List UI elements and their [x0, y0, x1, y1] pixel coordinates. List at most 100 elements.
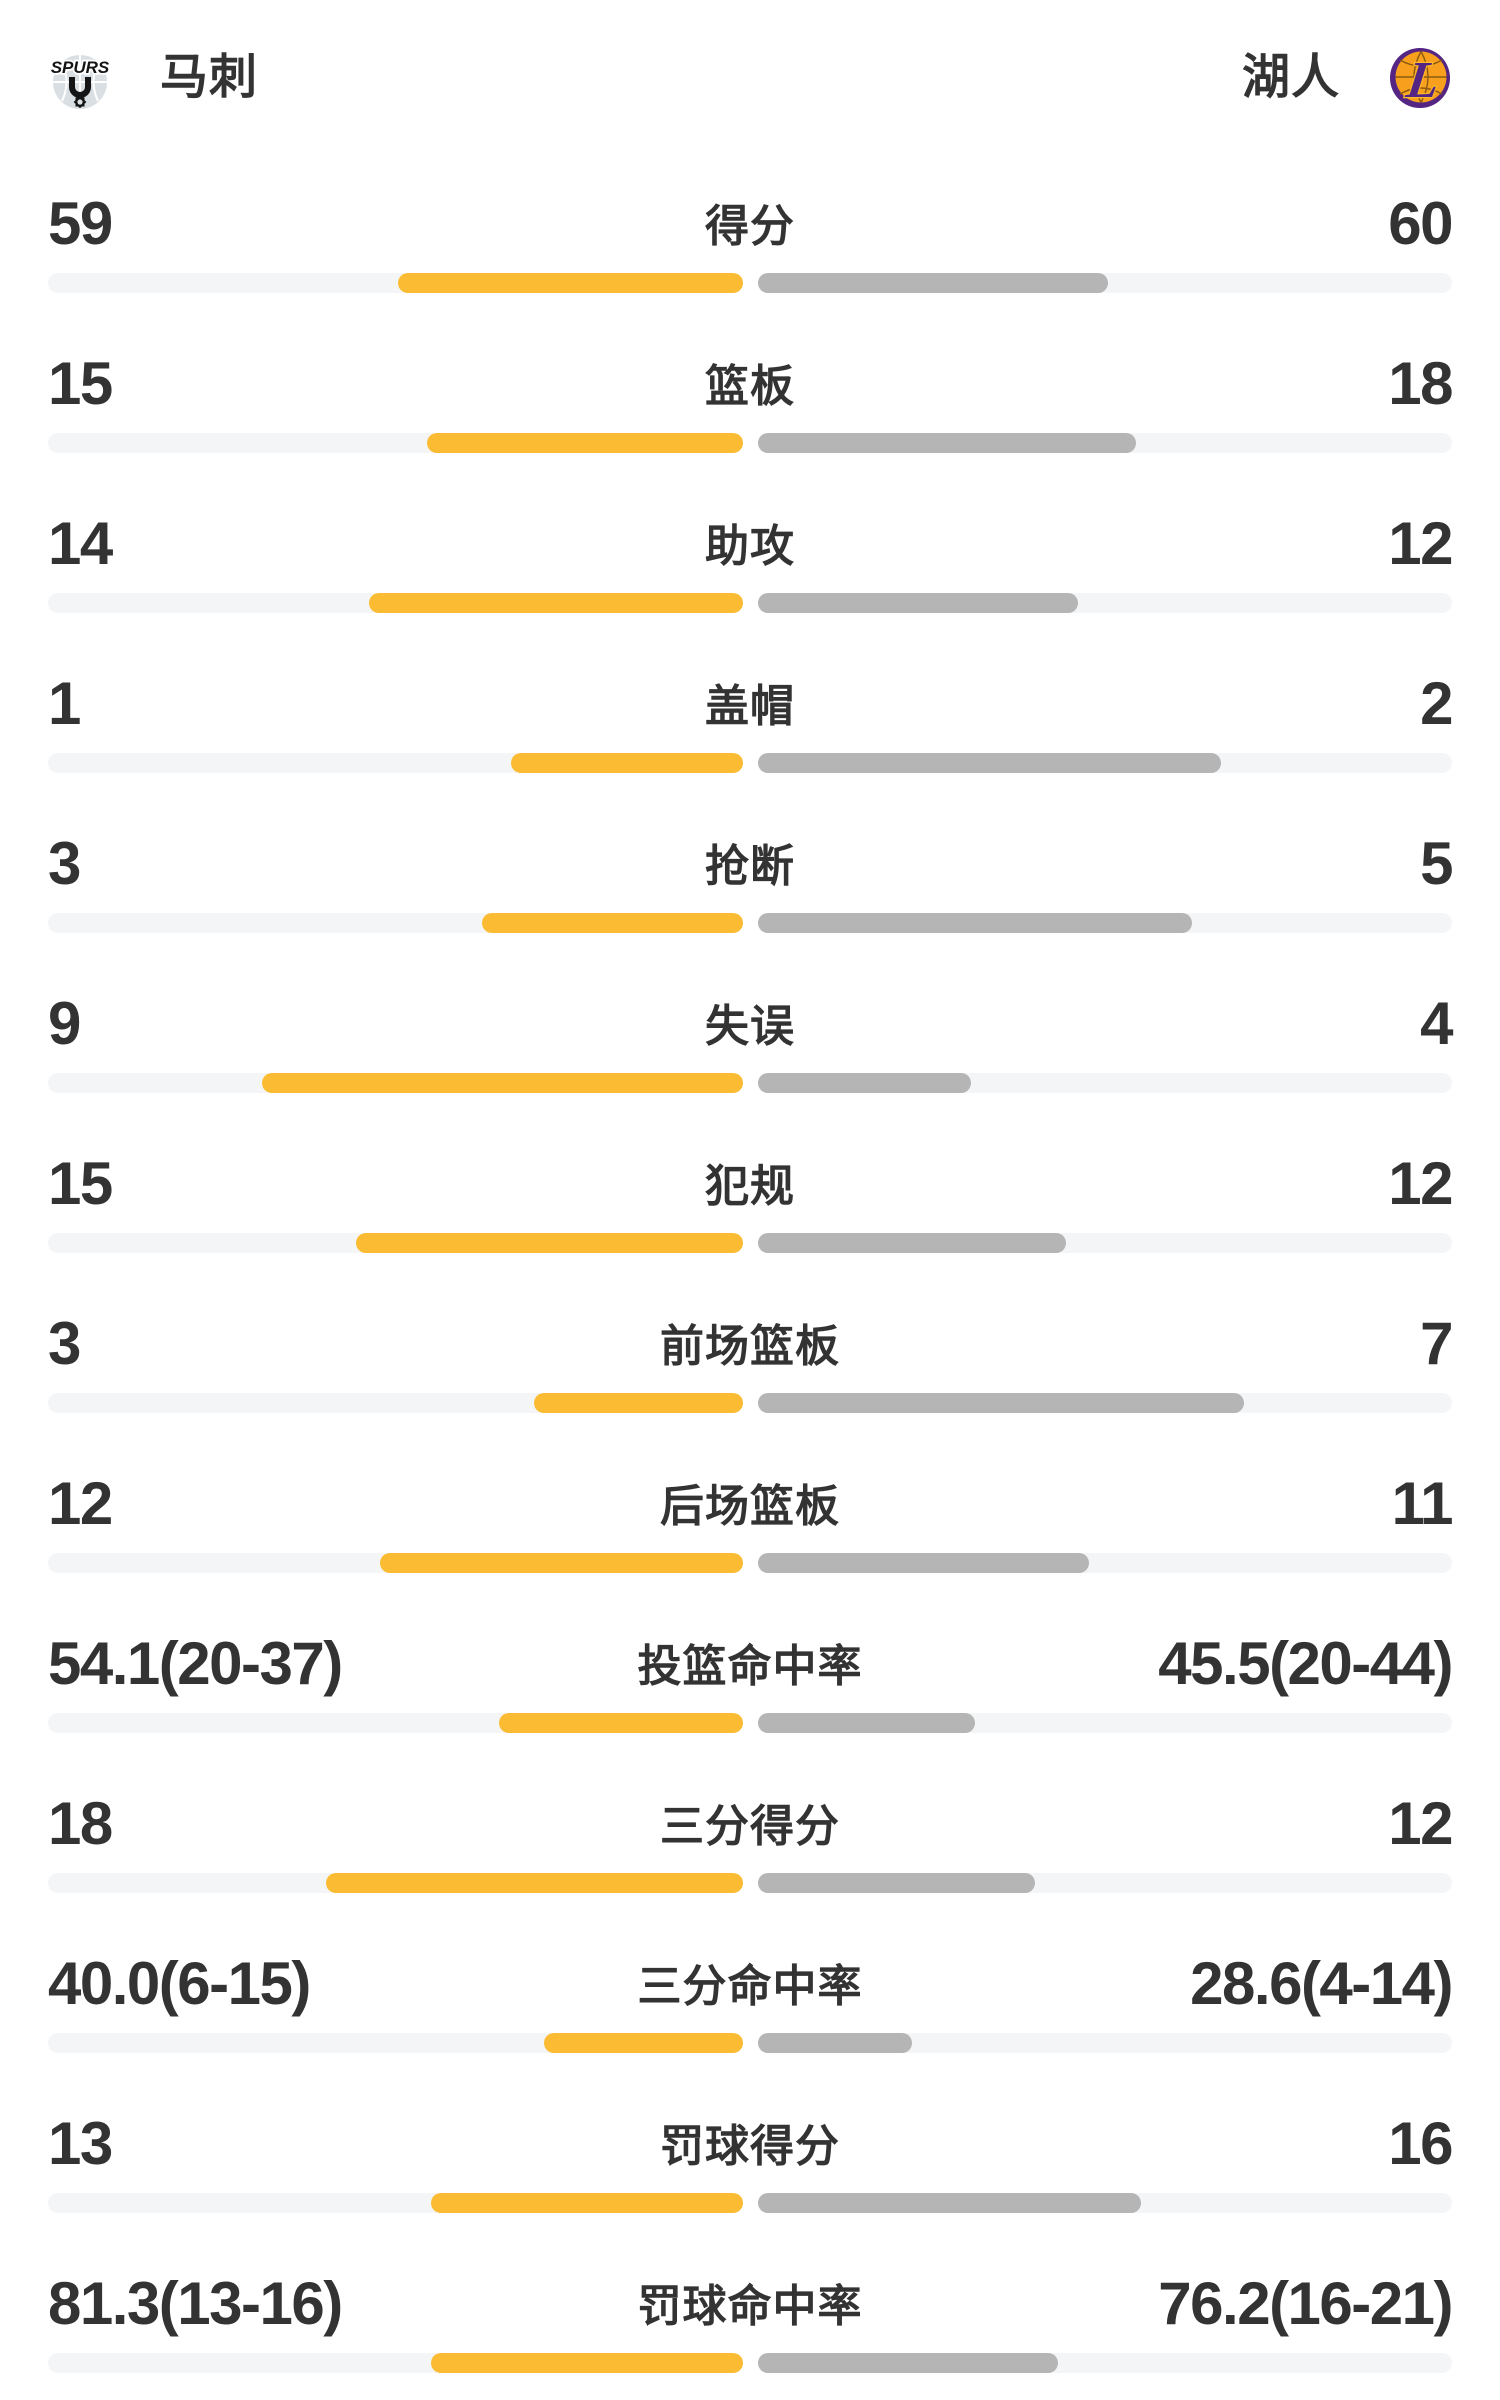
stat-row: 59 得分 60 — [48, 180, 1453, 340]
stat-label: 盖帽 — [705, 682, 795, 731]
away-bar-track — [757, 1393, 1452, 1413]
home-bar-track — [48, 593, 743, 613]
away-value: 16 — [1388, 2110, 1453, 2177]
stat-label: 得分 — [705, 202, 795, 251]
away-bar-fill — [757, 273, 1108, 293]
stat-label: 罚球得分 — [660, 2122, 840, 2171]
stat-bars — [48, 913, 1452, 933]
home-value: 18 — [48, 1790, 113, 1857]
stat-row: 15 犯规 12 — [48, 1140, 1453, 1300]
home-bar-track — [48, 1553, 743, 1573]
home-bar-fill — [426, 433, 743, 453]
away-bar-fill — [757, 593, 1079, 613]
stat-label: 前场篮板 — [660, 1322, 840, 1371]
home-bar-fill — [398, 273, 743, 293]
home-bar-track — [48, 1073, 743, 1093]
stat-bars — [48, 1393, 1452, 1413]
away-bar-track — [757, 1713, 1452, 1733]
home-bar-fill — [368, 593, 743, 613]
spurs-logo-icon: SPURS — [48, 46, 112, 110]
stat-bars — [48, 1073, 1452, 1093]
away-bar-fill — [757, 2353, 1058, 2373]
away-bar-fill — [757, 1393, 1244, 1413]
home-value: 59 — [48, 190, 113, 257]
stat-label: 投篮命中率 — [637, 1642, 863, 1691]
away-value: 76.2(16-21) — [1158, 2270, 1453, 2337]
away-value: 7 — [1420, 1310, 1453, 1377]
stat-row: 3 抢断 5 — [48, 820, 1453, 980]
away-value: 45.5(20-44) — [1158, 1630, 1453, 1697]
home-bar-track — [48, 2033, 743, 2053]
away-bar-track — [757, 1073, 1452, 1093]
away-bar-track — [757, 1873, 1452, 1893]
home-team: SPURS 马刺 — [48, 46, 258, 110]
home-team-name: 马刺 — [160, 51, 259, 104]
home-value: 12 — [48, 1470, 113, 1537]
stat-row: 1 盖帽 2 — [48, 660, 1453, 820]
home-bar-fill — [379, 1553, 743, 1573]
away-value: 12 — [1388, 1790, 1453, 1857]
lakers-logo-icon: L — [1388, 46, 1452, 110]
stat-bars — [48, 2353, 1452, 2373]
stats-rows: 59 得分 60 15 篮板 18 — [0, 180, 1500, 2400]
home-bar-track — [48, 913, 743, 933]
stat-bars — [48, 2193, 1452, 2213]
stat-bars — [48, 433, 1452, 453]
away-value: 5 — [1420, 830, 1453, 897]
match-header: SPURS 马刺 湖人 L — [0, 0, 1500, 110]
home-value: 81.3(13-16) — [48, 2270, 343, 2337]
home-bar-fill — [534, 1393, 743, 1413]
stat-bars — [48, 753, 1452, 773]
stat-row: 54.1(20-37) 投篮命中率 45.5(20-44) — [48, 1620, 1453, 1780]
stat-row: 40.0(6-15) 三分命中率 28.6(4-14) — [48, 1940, 1453, 2100]
away-bar-track — [757, 433, 1452, 453]
home-bar-fill — [325, 1873, 743, 1893]
stat-bars — [48, 1553, 1452, 1573]
stat-bars — [48, 2033, 1452, 2053]
stat-bars — [48, 1233, 1452, 1253]
away-bar-track — [757, 1553, 1452, 1573]
home-bar-fill — [482, 913, 743, 933]
away-bar-fill — [757, 913, 1192, 933]
home-bar-track — [48, 1233, 743, 1253]
away-bar-track — [757, 2353, 1452, 2373]
stat-label: 三分得分 — [660, 1802, 840, 1851]
away-bar-fill — [757, 2193, 1141, 2213]
stat-label: 罚球命中率 — [637, 2282, 863, 2331]
home-bar-track — [48, 433, 743, 453]
stat-label: 失误 — [705, 1002, 795, 1051]
home-bar-fill — [356, 1233, 743, 1253]
stat-row: 3 前场篮板 7 — [48, 1300, 1453, 1460]
stat-label: 后场篮板 — [660, 1482, 840, 1531]
away-bar-fill — [757, 1873, 1036, 1893]
away-bar-track — [757, 2193, 1452, 2213]
stat-row: 9 失误 4 — [48, 980, 1453, 1140]
away-value: 4 — [1420, 990, 1453, 1057]
away-bar-track — [757, 2033, 1452, 2053]
stat-label: 篮板 — [705, 362, 795, 411]
stat-label: 助攻 — [705, 522, 795, 571]
svg-text:SPURS: SPURS — [51, 58, 110, 77]
home-bar-track — [48, 1873, 743, 1893]
home-value: 9 — [48, 990, 81, 1057]
stat-row: 13 罚球得分 16 — [48, 2100, 1453, 2260]
home-bar-track — [48, 2193, 743, 2213]
home-value: 15 — [48, 1150, 113, 1217]
home-bar-fill — [511, 753, 743, 773]
away-value: 2 — [1420, 670, 1453, 737]
away-bar-track — [757, 913, 1452, 933]
away-bar-fill — [757, 2033, 912, 2053]
stat-label: 三分命中率 — [637, 1962, 863, 2011]
stat-row: 15 篮板 18 — [48, 340, 1453, 500]
home-value: 14 — [48, 510, 113, 577]
home-bar-fill — [431, 2353, 743, 2373]
home-value: 3 — [48, 1310, 81, 1377]
stat-label: 抢断 — [705, 842, 795, 891]
home-value: 1 — [48, 670, 81, 737]
stat-row: 12 后场篮板 11 — [48, 1460, 1454, 1620]
away-value: 12 — [1388, 510, 1453, 577]
away-bar-track — [757, 593, 1452, 613]
away-bar-fill — [757, 1713, 975, 1733]
away-bar-track — [757, 753, 1452, 773]
